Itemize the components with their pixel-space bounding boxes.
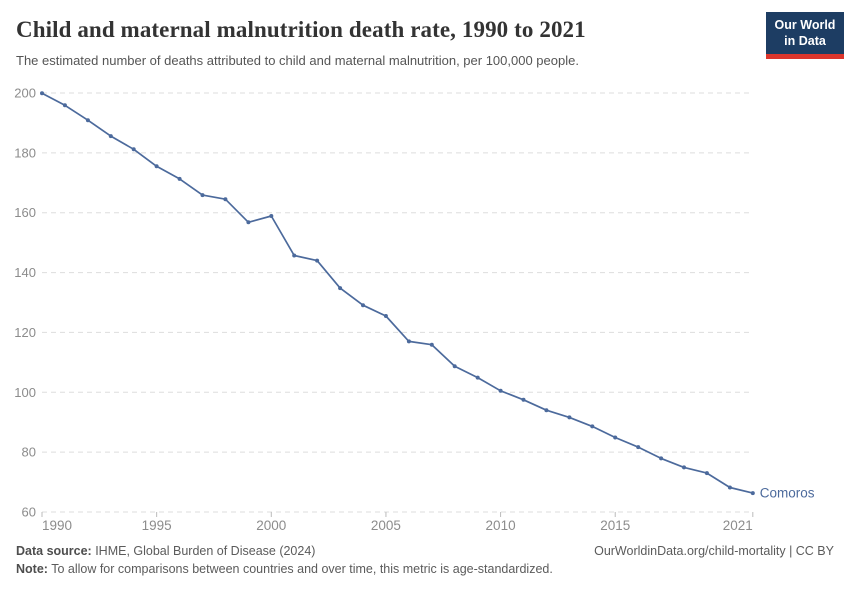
data-point-comoros-1996	[177, 176, 182, 181]
x-tick-label-2005: 2005	[371, 518, 401, 533]
data-point-comoros-2007	[429, 342, 434, 347]
data-point-comoros-2015	[613, 435, 618, 440]
data-point-comoros-2020	[727, 485, 732, 490]
x-tick-label-1995: 1995	[142, 518, 172, 533]
data-point-comoros-1999	[246, 220, 251, 225]
data-point-comoros-1998	[223, 197, 228, 202]
chart-canvas[interactable]: 60 80 100 120 140 160 180 200 1990 1995 2000 2005 20…	[0, 80, 850, 538]
y-tick-label-140: 140	[14, 265, 36, 280]
data-source-line: Data source: IHME, Global Burden of Dise…	[16, 542, 315, 560]
owid-logo-text: Our World in Data	[766, 12, 844, 55]
data-line-comoros	[41, 92, 754, 494]
note-text: To allow for comparisons between countri…	[47, 562, 553, 577]
y-tick-label-200: 200	[14, 86, 36, 101]
owid-logo-line1: Our World	[774, 18, 836, 32]
data-point-comoros-2016	[636, 445, 641, 450]
y-tick-label-120: 120	[14, 325, 36, 340]
note-line: Note: To allow for comparisons between c…	[16, 560, 834, 578]
y-tick-label-60: 60	[22, 505, 36, 520]
y-tick-label-100: 100	[14, 385, 36, 400]
data-point-comoros-2011	[521, 397, 526, 402]
chart-footer: Data source: IHME, Global Burden of Dise…	[16, 542, 834, 578]
data-point-comoros-2012	[544, 408, 549, 413]
data-point-comoros-2018	[682, 465, 686, 470]
data-point-comoros-1994	[131, 147, 136, 152]
data-source-label: Data source:	[16, 544, 92, 558]
data-point-comoros-2006	[406, 339, 411, 344]
data-point-comoros-2017	[659, 456, 664, 461]
data-point-comoros-2010	[498, 388, 503, 393]
data-point-comoros-1991	[62, 103, 67, 108]
x-tick-label-2000: 2000	[256, 518, 286, 533]
owid-logo[interactable]: Our World in Data	[766, 12, 844, 60]
note-label: Note:	[16, 562, 48, 577]
data-point-comoros-2013	[567, 415, 572, 420]
data-point-comoros-1995	[154, 164, 159, 169]
data-point-comoros-2005	[383, 314, 388, 318]
data-point-comoros-2000	[269, 214, 274, 218]
data-point-comoros-1997	[200, 193, 205, 198]
y-tick-label-160: 160	[14, 205, 36, 220]
owid-logo-line2: in Data	[784, 33, 826, 48]
x-tick-label-2015: 2015	[600, 518, 630, 533]
data-point-comoros-2001	[292, 253, 297, 258]
x-tick-label-2010: 2010	[486, 518, 516, 533]
owid-logo-red-bar	[766, 54, 844, 60]
data-point-comoros-2002	[315, 258, 320, 263]
data-point-comoros-2008	[452, 364, 457, 369]
y-tick-label-80: 80	[22, 445, 36, 460]
entity-label-comoros[interactable]: Comoros	[760, 486, 815, 501]
data-point-comoros-2019	[704, 471, 709, 476]
page-title: Child and maternal malnutrition death ra…	[16, 17, 586, 42]
data-point-comoros-1993	[108, 134, 113, 139]
chart-subtitle: The estimated number of deaths attribute…	[16, 53, 579, 68]
data-point-comoros-2004	[361, 303, 365, 308]
data-point-comoros-2003	[338, 286, 343, 291]
data-point-comoros-2014	[590, 424, 595, 429]
data-point-comoros-2021	[750, 491, 755, 496]
x-tick-label-1990: 1990	[42, 518, 72, 533]
x-tick-label-2021: 2021	[723, 518, 753, 533]
data-source-text: IHME, Global Burden of Disease (2024)	[91, 544, 316, 558]
y-tick-label-180: 180	[14, 145, 36, 160]
data-point-comoros-2009	[475, 375, 480, 380]
data-point-comoros-1990	[40, 91, 44, 96]
credit-link[interactable]: OurWorldinData.org/child-mortality | CC …	[594, 544, 834, 558]
data-point-comoros-1992	[85, 118, 90, 123]
